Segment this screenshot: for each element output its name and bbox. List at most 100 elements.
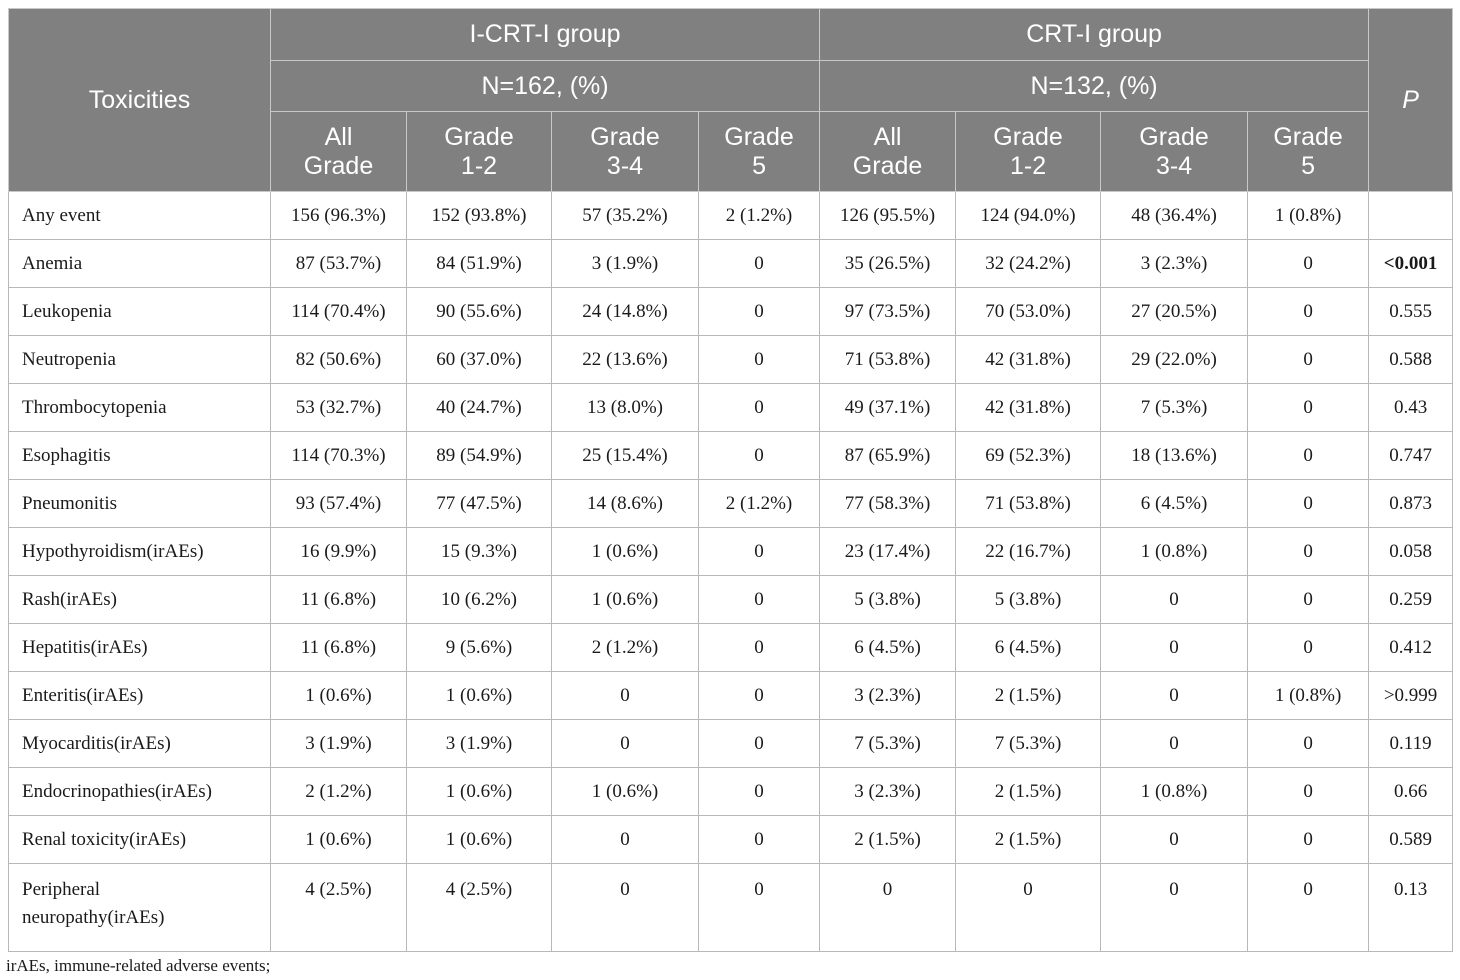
table-cell: 0	[697, 863, 821, 952]
p-value-cell: 0.43	[1368, 383, 1454, 432]
table-cell: 1 (0.6%)	[406, 815, 552, 864]
table-row: Leukopenia 114 (70.4%) 90 (55.6%) 24 (14.8%…	[8, 287, 1454, 336]
table-cell: 0	[1247, 815, 1370, 864]
header-grade-line: Grade	[993, 122, 1063, 151]
table-cell: 3 (1.9%)	[551, 239, 699, 288]
table-cell: 25 (15.4%)	[551, 431, 699, 480]
table-cell: 77 (58.3%)	[819, 479, 957, 528]
table-row: Anemia 87 (53.7%) 84 (51.9%) 3 (1.9%) 0 35 (2…	[8, 239, 1454, 288]
table-cell: 0	[1247, 239, 1370, 288]
table-cell: 0	[551, 671, 699, 720]
p-value-cell: <0.001	[1368, 239, 1454, 288]
table-cell: 0	[1247, 479, 1370, 528]
table-cell: 3 (2.3%)	[819, 671, 957, 720]
table-cell: 4 (2.5%)	[406, 863, 552, 952]
table-cell: 0	[819, 863, 957, 952]
table-cell: 1 (0.8%)	[1100, 767, 1249, 816]
toxicity-name: Hepatitis(irAEs)	[8, 623, 271, 672]
table-cell: 0	[1100, 863, 1249, 952]
table-cell: 24 (14.8%)	[551, 287, 699, 336]
toxicity-name: Anemia	[8, 239, 271, 288]
table-cell: 2 (1.2%)	[697, 191, 821, 240]
table-cell: 1 (0.8%)	[1100, 527, 1249, 576]
table-cell: 16 (9.9%)	[270, 527, 407, 576]
p-value-cell: 0.259	[1368, 575, 1454, 624]
table-cell: 156 (96.3%)	[270, 191, 407, 240]
header-grade-5: Grade 1-2	[955, 111, 1102, 192]
table-cell: 53 (32.7%)	[270, 383, 407, 432]
header-grade-line: Grade	[1273, 122, 1343, 151]
header-grade-line: Grade	[590, 122, 660, 151]
table-cell: 93 (57.4%)	[270, 479, 407, 528]
table-cell: 35 (26.5%)	[819, 239, 957, 288]
p-value-cell: 0.13	[1368, 863, 1454, 952]
table-cell: 0	[697, 287, 821, 336]
p-value-cell: 0.119	[1368, 719, 1454, 768]
toxicity-name: Endocrinopathies(irAEs)	[8, 767, 271, 816]
table-cell: 0	[955, 863, 1102, 952]
table-cell: 13 (8.0%)	[551, 383, 699, 432]
table-cell: 18 (13.6%)	[1100, 431, 1249, 480]
header-n-crti: N=132, (%)	[819, 60, 1370, 112]
table-cell: 87 (65.9%)	[819, 431, 957, 480]
table-row: Hepatitis(irAEs) 11 (6.8%) 9 (5.6%) 2 (1.2%…	[8, 623, 1454, 672]
header-grade-0: All Grade	[270, 111, 407, 192]
table-cell: 0	[697, 671, 821, 720]
table-cell: 0	[1247, 623, 1370, 672]
table-cell: 1 (0.6%)	[551, 527, 699, 576]
header-group-crti: CRT-I group	[819, 8, 1370, 61]
table-cell: 29 (22.0%)	[1100, 335, 1249, 384]
p-value-cell: 0.589	[1368, 815, 1454, 864]
table-cell: 4 (2.5%)	[270, 863, 407, 952]
toxicity-name: Renal toxicity(irAEs)	[8, 815, 271, 864]
table-cell: 7 (5.3%)	[1100, 383, 1249, 432]
table-cell: 89 (54.9%)	[406, 431, 552, 480]
header-n-icrti: N=162, (%)	[269, 60, 821, 112]
table-cell: 70 (53.0%)	[955, 287, 1102, 336]
table-cell: 1 (0.8%)	[1247, 671, 1370, 720]
header-grade-line: All	[324, 122, 353, 151]
table-cell: 0	[1247, 719, 1370, 768]
table-cell: 1 (0.6%)	[406, 767, 552, 816]
table-row: Esophagitis 114 (70.3%) 89 (54.9%) 25 (15.4…	[8, 431, 1454, 480]
table-footnote: irAEs, immune-related adverse events;	[6, 956, 271, 975]
toxicity-table: Toxicities I-CRT-I group CRT-I group P N…	[8, 8, 1454, 952]
header-grade-6: Grade 3-4	[1100, 111, 1249, 192]
table-cell: 3 (2.3%)	[819, 767, 957, 816]
table-body: Any event 156 (96.3%) 152 (93.8%) 57 (35.2%…	[8, 191, 1454, 952]
table-cell: 23 (17.4%)	[819, 527, 957, 576]
table-header: Toxicities I-CRT-I group CRT-I group P N…	[8, 8, 1454, 192]
table-cell: 3 (1.9%)	[270, 719, 407, 768]
table-cell: 90 (55.6%)	[406, 287, 552, 336]
table-cell: 1 (0.6%)	[270, 671, 407, 720]
table-cell: 0	[1100, 671, 1249, 720]
table-cell: 22 (16.7%)	[955, 527, 1102, 576]
toxicity-name-line: Peripheral	[22, 879, 101, 900]
table-cell: 0	[1100, 815, 1249, 864]
table-cell: 69 (52.3%)	[955, 431, 1102, 480]
header-grade-line: Grade	[303, 151, 374, 180]
table-cell: 11 (6.8%)	[270, 575, 407, 624]
table-row: Myocarditis(irAEs) 3 (1.9%) 3 (1.9%) 0 0 7 (5…	[8, 719, 1454, 768]
toxicity-name: Esophagitis	[8, 431, 271, 480]
table-cell: 0	[697, 815, 821, 864]
table-cell: 0	[1247, 287, 1370, 336]
table-cell: 27 (20.5%)	[1100, 287, 1249, 336]
toxicity-name: Myocarditis(irAEs)	[8, 719, 271, 768]
table-cell: 0	[551, 719, 699, 768]
table-cell: 0	[697, 623, 821, 672]
header-grade-line: 3-4	[606, 151, 644, 180]
table-cell: 82 (50.6%)	[270, 335, 407, 384]
table-cell: 7 (5.3%)	[955, 719, 1102, 768]
table-cell: 60 (37.0%)	[406, 335, 552, 384]
toxicity-name: Neutropenia	[8, 335, 271, 384]
table-cell: 152 (93.8%)	[406, 191, 552, 240]
toxicity-name: Any event	[8, 191, 271, 240]
header-grade-line: 3-4	[1155, 151, 1193, 180]
table-cell: 40 (24.7%)	[406, 383, 552, 432]
toxicity-name: Enteritis(irAEs)	[8, 671, 271, 720]
p-value-cell	[1368, 191, 1454, 240]
table-row: Peripheral neuropathy(irAEs) 4 (2.5%) 4 (2.…	[8, 863, 1454, 952]
table-row: Thrombocytopenia 53 (32.7%) 40 (24.7%) 13 (…	[8, 383, 1454, 432]
p-value-cell: 0.058	[1368, 527, 1454, 576]
